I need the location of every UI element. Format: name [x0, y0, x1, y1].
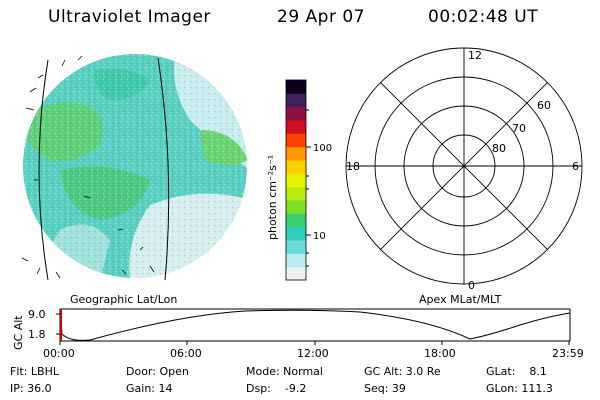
colorbar-tick-100: 100: [313, 143, 332, 154]
time-tick-0000: 00:00: [43, 347, 75, 360]
altitude-ytick-min: 1.8: [28, 328, 46, 341]
altitude-ylabel: GC Alt: [12, 315, 25, 350]
altitude-curve: [59, 308, 571, 341]
colorbar-tick-10: 10: [313, 231, 326, 242]
colorbar-band: [286, 93, 306, 108]
colorbar-band: [286, 80, 306, 94]
info-gcalt: GC Alt: 3.0 Re: [364, 365, 441, 378]
polar-grid: [345, 47, 583, 285]
instrument-title: Ultraviolet Imager: [48, 7, 211, 27]
time-tick-1200: 12:00: [297, 347, 329, 360]
info-ip: IP: 36.0: [10, 382, 52, 395]
info-mode: Mode: Normal: [246, 365, 323, 378]
colorbar-frame: [285, 79, 307, 281]
colorbar-band: [286, 106, 306, 121]
colorbar-band: [286, 120, 306, 134]
colorbar: [286, 80, 306, 281]
colorbar-band: [286, 240, 306, 254]
colorbar-band: [286, 173, 306, 188]
mlat-label-80: 80: [492, 142, 506, 155]
mlt-label-12: 12: [468, 49, 482, 62]
date-label: 29 Apr 07: [277, 7, 365, 27]
colorbar-band: [286, 253, 306, 268]
colorbar-unit-label: photon cm⁻²s⁻¹: [266, 155, 279, 240]
info-door: Door: Open: [126, 365, 189, 378]
altitude-ytick-max: 9.0: [28, 308, 46, 321]
altitude-x-ticks: [56, 313, 570, 345]
colorbar-band: [286, 186, 306, 201]
colorbar-band: [286, 133, 306, 148]
colorbar-band: [286, 146, 306, 161]
time-tick-2359: 23:59: [552, 347, 584, 360]
mlt-label-18: 18: [346, 160, 360, 173]
colorbar-band: [286, 200, 306, 214]
altitude-frame: [59, 308, 571, 342]
info-gain: Gain: 14: [126, 382, 173, 395]
coastline-ticks: [21, 55, 155, 279]
mlt-label-6: 6: [572, 160, 579, 173]
apex-label: Apex MLat/MLT: [419, 293, 502, 306]
geographic-label: Geographic Lat/Lon: [70, 293, 178, 306]
mlt-label-0: 0: [468, 279, 475, 292]
info-glat: GLat: 8.1: [486, 365, 547, 378]
mlat-label-60: 60: [537, 99, 551, 112]
info-flt: Flt: LBHL: [10, 365, 59, 378]
time-tick-0600: 06:00: [170, 347, 202, 360]
time-label: 00:02:48 UT: [428, 7, 539, 27]
colorbar-band: [286, 213, 306, 228]
info-seq: Seq: 39: [364, 382, 406, 395]
colorbar-band: [286, 226, 306, 241]
info-glon: GLon: 111.3: [486, 382, 553, 395]
colorbar-ticks: [306, 109, 311, 267]
imager-disk: [23, 54, 247, 278]
colorbar-band: [286, 160, 306, 174]
info-dsp: Dsp: -9.2: [246, 382, 307, 395]
time-tick-1800: 18:00: [424, 347, 456, 360]
colorbar-band: [286, 266, 306, 281]
mlat-label-70: 70: [512, 122, 526, 135]
